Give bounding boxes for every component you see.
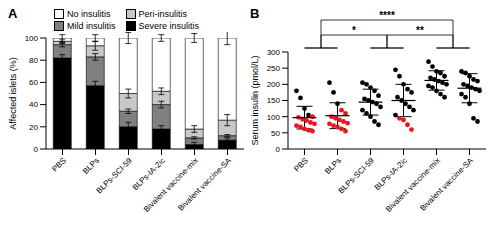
svg-text:60: 60 — [29, 78, 38, 87]
html-text:A: A — [8, 6, 18, 21]
svg-text:BLPs-SCI-59: BLPs-SCI-59 — [95, 156, 135, 196]
svg-text:Affected islets (%): Affected islets (%) — [8, 57, 18, 129]
svg-text:Bivalent vaccine-SA: Bivalent vaccine-SA — [176, 156, 233, 213]
svg-text:PBS: PBS — [292, 156, 310, 174]
html-text:Peri-insulitis: Peri-insulitis — [138, 8, 187, 19]
svg-text:100: 100 — [25, 34, 39, 43]
svg-text:Bivalent vaccine-SA: Bivalent vaccine-SA — [418, 156, 475, 213]
html-text:No insulitis: No insulitis — [67, 8, 111, 19]
svg-text:250: 250 — [267, 64, 281, 73]
svg-text:50: 50 — [271, 129, 280, 138]
svg-text:20: 20 — [29, 123, 38, 132]
svg-text:0: 0 — [34, 145, 39, 154]
svg-text:100: 100 — [267, 113, 281, 122]
svg-text:80: 80 — [29, 56, 38, 65]
svg-text:Bivalent vaccine-mix: Bivalent vaccine-mix — [384, 156, 442, 214]
svg-text:40: 40 — [29, 100, 38, 109]
svg-text:Bivalent vaccine-mix: Bivalent vaccine-mix — [142, 156, 200, 214]
svg-text:BLPs: BLPs — [81, 156, 101, 176]
svg-text:BLPs-IA-2ic: BLPs-IA-2ic — [130, 156, 167, 193]
svg-text:0: 0 — [276, 145, 281, 154]
svg-text:BLPs-IA-2ic: BLPs-IA-2ic — [372, 156, 409, 193]
html-text:B: B — [250, 6, 260, 21]
svg-text:BLPs: BLPs — [323, 156, 343, 176]
svg-text:Serum insulin (pmol/L): Serum insulin (pmol/L) — [250, 55, 260, 145]
html-text:Severe insulitis: Severe insulitis — [138, 21, 199, 32]
svg-text:PBS: PBS — [50, 156, 68, 174]
html-text:Mild insulitis: Mild insulitis — [67, 21, 116, 32]
svg-text:BLPs-SCI-59: BLPs-SCI-59 — [337, 156, 377, 196]
svg-text:**: ** — [416, 25, 424, 36]
svg-text:200: 200 — [267, 80, 281, 89]
svg-text:*: * — [352, 25, 356, 36]
svg-text:150: 150 — [267, 96, 281, 105]
svg-text:****: **** — [379, 10, 395, 21]
svg-text:300: 300 — [267, 48, 281, 57]
